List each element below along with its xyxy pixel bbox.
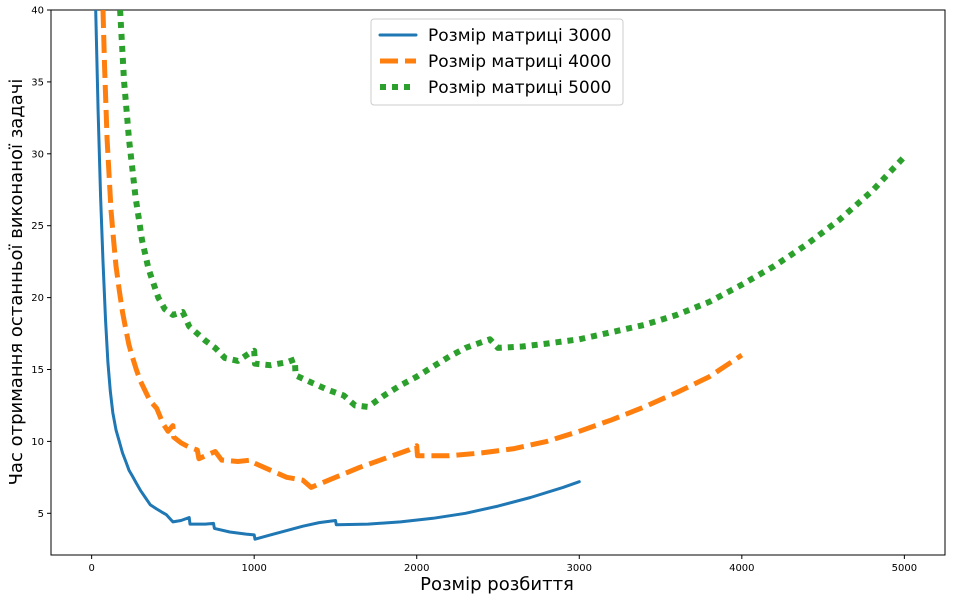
legend: Розмір матриці 3000 Розмір матриці 4000 Ро… [370,18,624,106]
x-tick-label: 0 [88,563,94,574]
series-line-2 [100,10,744,490]
x-axis-title: Розмір розбиття [420,574,574,595]
y-axis: 5 10 15 20 25 30 35 40 [31,6,51,520]
x-tick-label: 4000 [729,563,754,574]
y-axis-title: Час отримання останньої виконаної задачі [6,79,27,486]
y-tick-label: 20 [31,293,44,304]
x-axis: 0 1000 2000 3000 4000 5000 [88,555,917,574]
x-tick-label: 2000 [404,563,429,574]
plot-area-frame [50,9,946,556]
y-tick-label: 30 [31,149,44,160]
y-tick-label: 40 [31,6,44,17]
y-tick-label: 10 [31,437,44,448]
series-line-3 [117,10,907,410]
legend-box [370,18,624,106]
x-tick-label: 1000 [241,563,266,574]
legend-label-1: Розмір матриці 3000 [428,26,611,46]
series-line-1 [94,10,581,541]
y-tick-label: 5 [38,509,44,520]
y-tick-label: 35 [31,77,44,88]
y-tick-label: 15 [31,365,44,376]
legend-label-3: Розмір матриці 5000 [428,78,611,98]
series-layer [94,10,907,541]
x-tick-label: 3000 [567,563,592,574]
y-tick-label: 25 [31,221,44,232]
x-tick-label: 5000 [892,563,917,574]
legend-label-2: Розмір матриці 4000 [428,52,611,72]
